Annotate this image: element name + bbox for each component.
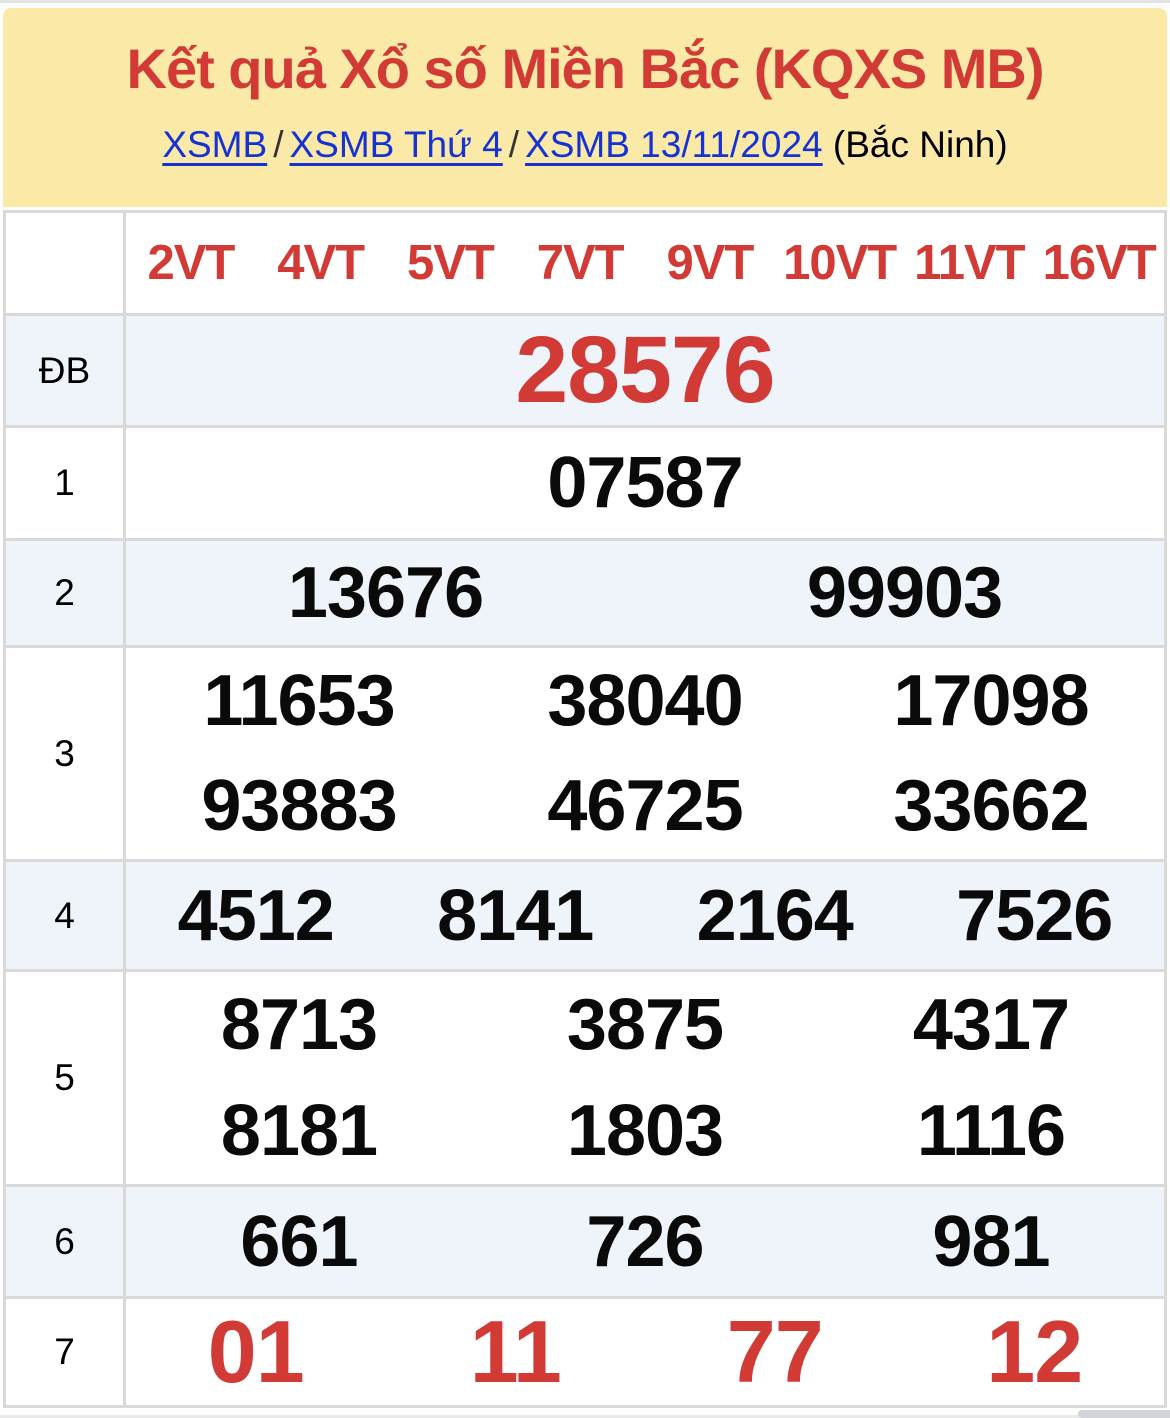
top-divider	[0, 0, 1170, 3]
column-header-7vt: 7VT	[536, 236, 625, 290]
prize-number: 46725	[547, 766, 743, 847]
prize-number: 7526	[956, 875, 1113, 956]
page-title: Kết quả Xổ số Miền Bắc (KQXS MB)	[126, 37, 1045, 100]
results-table: 2VT 4VT 5VT 7VT 9VT 10VT 11VT 16VT ĐB 28576 1 0758…	[3, 210, 1167, 1408]
breadcrumb-separator: /	[508, 124, 520, 165]
breadcrumb-separator: /	[273, 124, 284, 165]
prize-number: 4512	[177, 875, 335, 956]
prize-number: 28576	[515, 317, 775, 423]
prize-row-label: 6	[6, 1187, 126, 1296]
results-header: Kết quả Xổ số Miền Bắc (KQXS MB) XSMB / XS…	[3, 8, 1167, 207]
prize-number: 726	[586, 1201, 704, 1282]
column-header-spacer	[6, 213, 126, 313]
prize-number: 12	[986, 1302, 1083, 1401]
prize-number: 2164	[696, 875, 854, 956]
column-header-16vt: 16VT	[1042, 236, 1157, 290]
prize-rows: ĐB 28576 1 07587 2 13676 99903 3 11653 38040 17098…	[6, 316, 1164, 1405]
breadcrumb-link-xsmb-13-11-2024[interactable]: XSMB 13/11/2024	[525, 124, 823, 165]
prize-row-label: 5	[6, 972, 126, 1184]
prize-number: 17098	[893, 660, 1089, 741]
prize-number: 8181	[220, 1091, 378, 1171]
prize-row-4: 4 4512 8141 2164 7526	[6, 862, 1164, 972]
prize-row-label: 7	[6, 1299, 126, 1405]
prize-number: 3875	[566, 985, 724, 1065]
prize-number: 13676	[287, 553, 484, 633]
breadcrumb-region-note: (Bắc Ninh)	[832, 124, 1008, 165]
prize-row-7: 7 01 11 77 12	[6, 1299, 1164, 1405]
prize-number: 99903	[806, 553, 1003, 633]
prize-number: 11653	[203, 660, 395, 741]
prize-row-label: 3	[6, 648, 126, 859]
prize-number: 1803	[566, 1091, 724, 1171]
column-header-values: 2VT 4VT 5VT 7VT 9VT 10VT 11VT 16VT	[126, 213, 1164, 313]
column-header-4vt: 4VT	[277, 236, 365, 290]
prize-row-label: 4	[6, 862, 126, 969]
breadcrumb-links: XSMB / XSMB Thứ 4/XSMB 13/11/2024	[162, 124, 822, 165]
prize-row-label: ĐB	[6, 316, 126, 425]
scrollbar-track	[0, 1415, 1170, 1418]
breadcrumb: XSMB / XSMB Thứ 4/XSMB 13/11/2024 (Bắc Nin…	[3, 124, 1167, 166]
prize-row-1: 1 07587	[6, 428, 1164, 541]
column-header-10vt: 10VT	[783, 236, 897, 290]
prize-number: 8713	[220, 985, 378, 1065]
prize-number: 661	[240, 1201, 358, 1282]
prize-number: 77	[726, 1302, 824, 1401]
prize-number: 33662	[893, 766, 1089, 847]
prize-row-label: 1	[6, 428, 126, 538]
breadcrumb-link-xsmb[interactable]: XSMB	[162, 124, 268, 165]
breadcrumb-link-xsmb-th-4[interactable]: XSMB Thứ 4	[289, 124, 503, 165]
prize-number: 38040	[547, 660, 743, 741]
column-header-row: 2VT 4VT 5VT 7VT 9VT 10VT 11VT 16VT	[6, 213, 1164, 316]
prize-number: 981	[932, 1201, 1050, 1282]
column-header-11vt: 11VT	[914, 236, 1025, 290]
prize-number: 07587	[547, 443, 743, 523]
prize-row-6: 6 661 726 981	[6, 1187, 1164, 1299]
prize-number: 8141	[437, 875, 594, 956]
prize-row-2: 2 13676 99903	[6, 541, 1164, 648]
prize-row-label: 2	[6, 541, 126, 645]
prize-row-db: ĐB 28576	[6, 316, 1164, 428]
scrollbar-thumb[interactable]	[1078, 1410, 1170, 1418]
prize-number: 01	[207, 1302, 305, 1401]
prize-number: 4317	[912, 985, 1070, 1065]
column-header-2vt: 2VT	[147, 236, 235, 290]
prize-number: 1116	[916, 1091, 1066, 1171]
prize-row-5: 5 8713 3875 4317 8181 1803 1116	[6, 972, 1164, 1187]
prize-number: 93883	[201, 766, 397, 847]
column-header-9vt: 9VT	[666, 236, 754, 290]
prize-number: 11	[469, 1302, 562, 1401]
column-header-5vt: 5VT	[406, 236, 495, 290]
prize-row-3: 3 11653 38040 17098 93883 46725 33662	[6, 648, 1164, 862]
